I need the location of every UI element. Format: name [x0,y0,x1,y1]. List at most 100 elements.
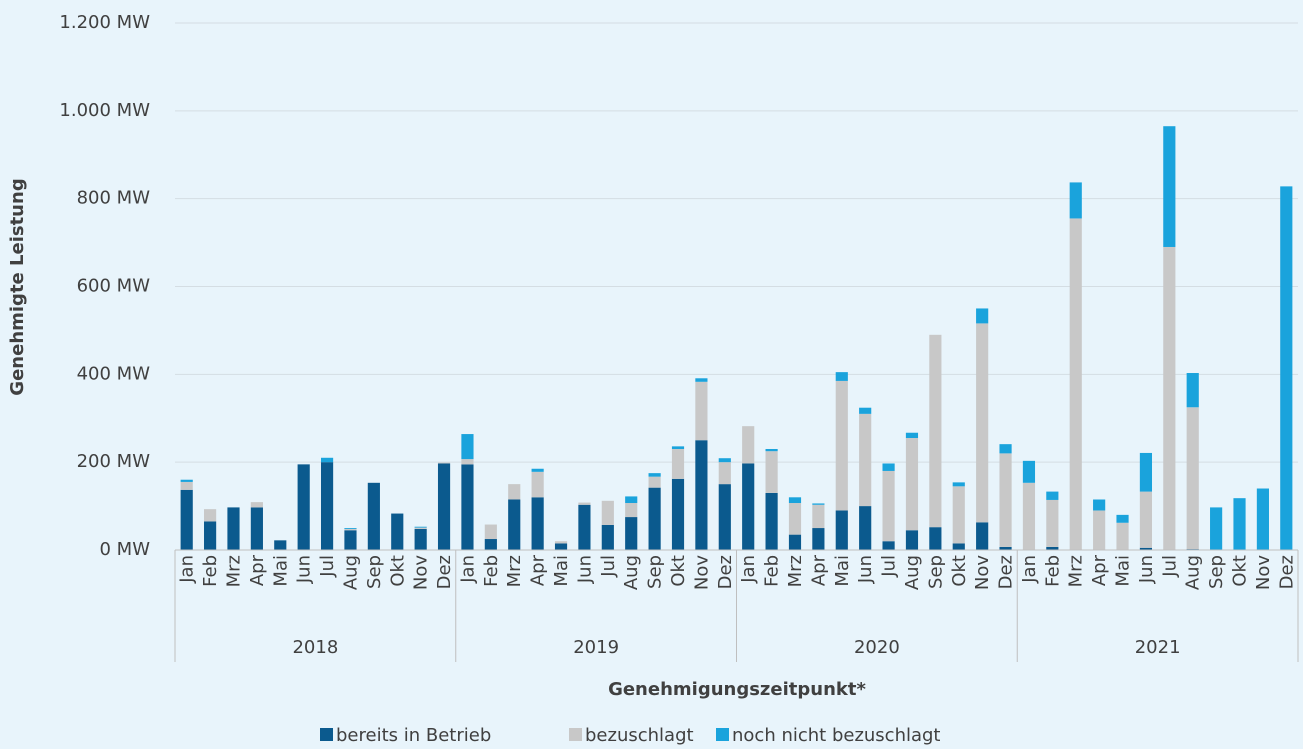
bar-segment [461,434,474,460]
bar-segment [1139,452,1153,492]
x-tick-label: Apr [1089,554,1110,586]
bar-segment [929,527,942,550]
bar-segment [1186,407,1199,550]
bar-segment [180,481,193,490]
y-tick-label: 400 MW [77,363,151,384]
x-tick-label: Sep [645,555,666,589]
x-tick-label: Mrz [223,555,244,587]
bar-segment [1163,246,1176,550]
bar-segment [1186,373,1199,408]
x-tick-label: Sep [925,555,946,589]
bar-segment [461,464,474,550]
x-tick-label: Okt [1230,555,1251,587]
bar-segment [671,478,685,550]
bar-segment [976,308,989,324]
bar-segment [648,473,661,477]
bar-segment [952,486,965,544]
bar-segment [788,497,802,504]
bar-segment [1163,126,1176,247]
x-tick-label: Okt [387,555,408,587]
bar-segment [391,513,404,550]
x-tick-label: Okt [949,555,970,587]
legend-swatch [320,728,333,741]
x-tick-label: Jul [1159,555,1180,578]
bar-segment [671,448,685,479]
x-tick-label: Jul [317,555,338,578]
bar-segment [1093,510,1106,550]
y-tick-label: 1.200 MW [59,12,150,33]
bar-segment [344,530,357,550]
x-tick-label: Nov [691,555,712,590]
bar-segment [835,380,848,511]
bar-segment [1069,182,1082,219]
x-tick-label: Jul [598,555,619,578]
bar-segment [882,463,895,471]
x-tick-label: Jan [738,555,759,584]
bar-segment [250,502,263,508]
x-tick-label: Sep [1206,555,1227,589]
bar-segment [905,530,919,550]
x-tick-label: Apr [247,554,268,586]
x-tick-label: Nov [972,555,993,590]
x-tick-label: Dez [715,555,736,589]
bar-segment [976,323,989,523]
bar-segment [1139,547,1153,550]
bar-segment [578,502,591,505]
bar-segment [882,470,895,542]
x-tick-label: Sep [364,555,385,589]
bar-segment [812,504,825,529]
x-axis-title: Genehmigungszeitpunkt* [608,679,866,700]
bar-segment [508,499,521,550]
legend-label: bereits in Betrieb [336,725,491,746]
y-tick-label: 0 MW [99,539,150,560]
bar-segment [929,334,942,528]
bar-segment [625,496,638,504]
bar-segment [952,482,965,487]
bar-segment [695,381,708,441]
bar-segment [227,507,240,550]
bar-segment [274,540,287,550]
x-tick-label: Dez [996,555,1017,589]
legend-label: noch nicht bezuschlagt [732,725,941,746]
bar-segment [437,463,451,550]
x-tick-label: Feb [200,555,221,587]
x-tick-label: Apr [808,554,829,586]
bar-segment [531,471,544,498]
year-label: 2018 [292,637,338,658]
bar-segment [765,451,778,493]
bar-segment [648,487,661,550]
bar-segment [718,462,731,485]
bar-segment [484,539,497,550]
y-tick-label: 600 MW [77,276,151,297]
bar-segment [742,463,755,550]
bar-segment [554,541,568,544]
bar-segment [531,497,544,550]
y-tick-label: 1.000 MW [59,100,150,121]
bar-segment [1069,218,1082,550]
legend-swatch [716,728,729,741]
x-tick-label: Jun [294,555,315,584]
bar-segment [625,503,638,518]
bar-segment [765,448,778,452]
bar-segment [1093,499,1106,511]
bar-segment [859,407,872,414]
bar-segment [835,372,848,381]
bar-segment [788,534,802,550]
x-tick-label: Jun [1136,555,1157,584]
x-tick-label: Mrz [785,555,806,587]
bar-segment [578,504,591,550]
bar-segment [718,484,731,550]
bar-segment [835,510,848,550]
x-tick-label: Jun [574,555,595,584]
x-tick-label: Mrz [504,555,525,587]
x-tick-label: Jun [855,555,876,584]
x-tick-label: Mai [832,555,853,587]
bar-segment [554,543,568,550]
x-tick-label: Mai [1113,555,1134,587]
legend-swatch [569,728,582,741]
bar-segment [1022,460,1036,483]
bar-segment [1116,522,1129,550]
x-tick-label: Aug [902,555,923,590]
bar-segment [320,457,334,463]
year-label: 2019 [573,637,619,658]
